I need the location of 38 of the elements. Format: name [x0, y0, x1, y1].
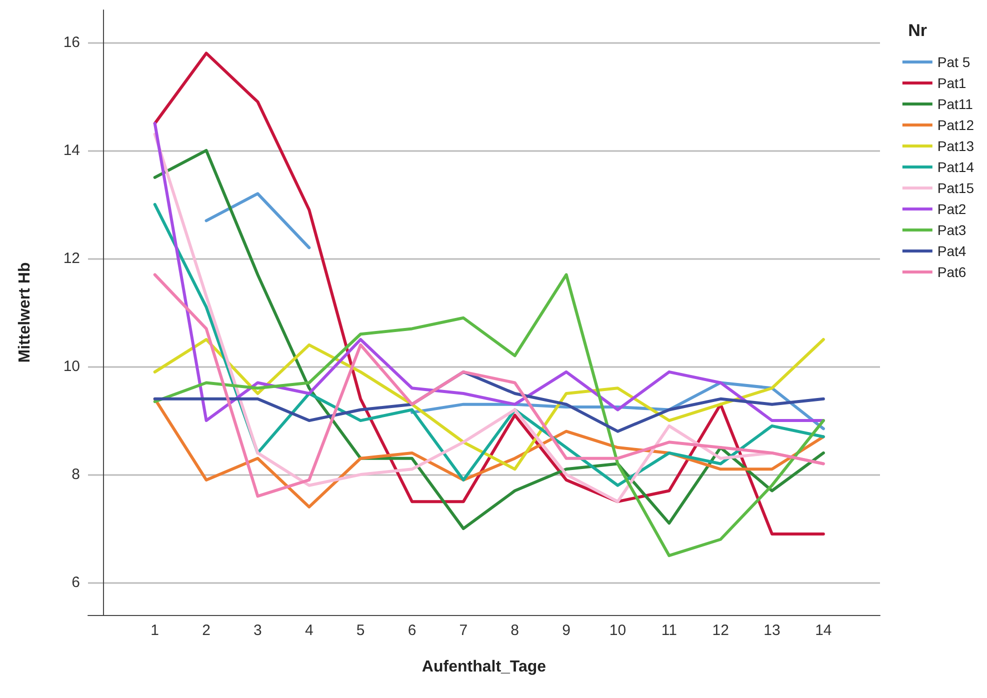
legend-label: Pat3 [937, 222, 966, 238]
line-series [153, 122, 825, 422]
x-tick-label: 8 [510, 622, 520, 639]
y-tick-label: 16 [63, 34, 80, 51]
line-series [153, 52, 825, 536]
legend-label: Pat 5 [937, 54, 970, 70]
x-tick-label: 3 [254, 622, 262, 639]
x-tick-label: 14 [815, 622, 832, 639]
legend-label: Pat2 [937, 201, 966, 217]
x-axis-title: Aufenthalt_Tage [422, 658, 546, 676]
y-axis-title: Mittelwert Hb [16, 262, 34, 363]
legend-label: Pat14 [937, 159, 974, 175]
x-tick-label: 1 [150, 622, 160, 639]
x-tick-label: 5 [356, 622, 365, 639]
x-tick-label: 6 [408, 622, 416, 639]
x-tick-label: 13 [764, 622, 780, 639]
legend-label: Pat13 [937, 138, 974, 154]
x-tick-label: 4 [304, 622, 314, 639]
legend-label: Pat15 [937, 180, 974, 196]
x-tick-label: 7 [459, 622, 468, 639]
x-tick-label: 10 [609, 622, 626, 639]
y-tick-label: 8 [72, 466, 80, 484]
legend-label: Pat12 [937, 117, 974, 133]
x-tick-label: 11 [661, 622, 677, 639]
x-tick-label: 12 [712, 622, 729, 639]
x-tick-label: 9 [562, 622, 570, 639]
y-tick-label: 12 [63, 250, 80, 267]
legend-label: Pat4 [937, 243, 966, 259]
legend-label: Pat11 [937, 96, 974, 112]
line-series [153, 273, 825, 498]
legend-label: Pat1 [937, 75, 966, 91]
legend-title: Nr [908, 21, 928, 40]
y-tick-label: 10 [63, 358, 80, 376]
legend-label: Pat6 [937, 264, 966, 280]
y-tick-label: 6 [72, 574, 80, 592]
y-tick-label: 14 [63, 142, 80, 159]
line-series [153, 273, 825, 558]
x-tick-label: 2 [202, 622, 210, 639]
